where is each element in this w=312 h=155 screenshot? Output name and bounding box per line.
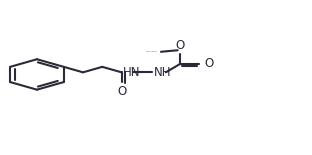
Text: O: O <box>175 39 185 52</box>
Text: HN: HN <box>123 66 141 79</box>
Text: O: O <box>205 58 214 70</box>
Text: methyl line left: methyl line left <box>146 51 156 52</box>
Text: O: O <box>117 85 126 98</box>
Text: NH: NH <box>154 66 172 79</box>
